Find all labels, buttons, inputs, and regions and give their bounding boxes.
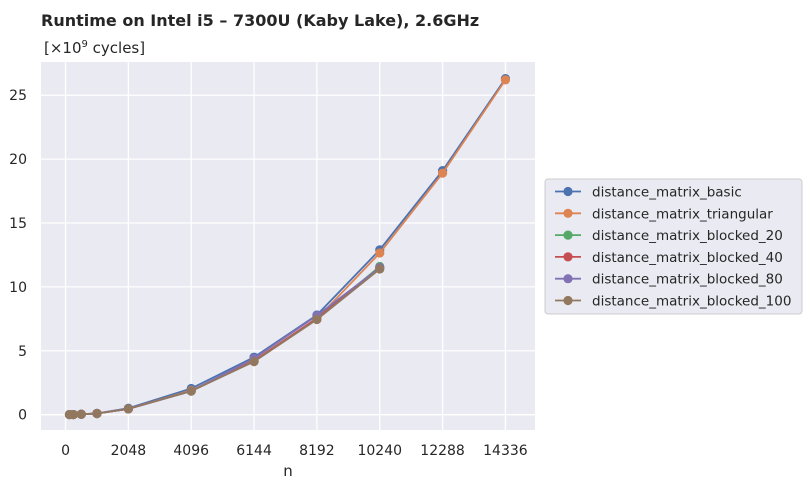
plot-area [41, 62, 535, 430]
data-point [186, 386, 196, 396]
data-point [312, 314, 322, 325]
data-point [375, 264, 385, 274]
subtitle-suffix: cycles] [88, 39, 145, 57]
y-tick-label: 5 [18, 344, 27, 360]
data-point [76, 409, 86, 419]
series-layer [64, 74, 511, 420]
y-tick-label: 20 [9, 152, 27, 168]
data-point [375, 248, 385, 258]
legend-label: distance_matrix_triangular [592, 206, 773, 222]
chart-subtitle: [×109 cycles] [44, 39, 145, 57]
data-point [123, 404, 133, 414]
data-point [249, 357, 259, 367]
y-axis-ticks: 0 5 10 15 20 25 [9, 88, 27, 423]
legend-marker [563, 230, 573, 240]
legend-entry: distance_matrix_blocked_40 [555, 250, 783, 266]
legend-marker [563, 295, 573, 306]
legend-entry: distance_matrix_blocked_80 [555, 272, 783, 288]
data-point [500, 75, 511, 85]
y-tick-label: 10 [9, 280, 27, 296]
chart-title: Runtime on Intel i5 – 7300U (Kaby Lake),… [41, 11, 479, 30]
subtitle-exponent: 9 [82, 39, 88, 50]
legend-entry: distance_matrix_basic [555, 185, 742, 201]
x-tick-label: 6144 [236, 443, 272, 459]
data-point [437, 168, 448, 178]
x-tick-label: 4096 [173, 443, 209, 459]
legend-label: distance_matrix_blocked_80 [592, 272, 783, 288]
x-tick-label: 10240 [357, 443, 402, 459]
subtitle-prefix: [×10 [44, 39, 82, 57]
legend-label: distance_matrix_blocked_40 [592, 250, 783, 266]
legend-label: distance_matrix_blocked_100 [592, 294, 791, 310]
x-tick-label: 0 [61, 443, 70, 459]
legend-entry: distance_matrix_triangular [555, 206, 773, 222]
grid [41, 62, 535, 430]
legend-box [544, 178, 803, 315]
legend-label: distance_matrix_blocked_20 [592, 228, 783, 244]
series-distance_matrix_blocked_100 [64, 264, 385, 420]
y-tick-label: 25 [9, 88, 27, 104]
legend: distance_matrix_basic distance_matrix_tri… [544, 178, 803, 315]
legend-marker [563, 186, 573, 197]
x-axis-ticks: 0 2048 4096 6144 8192 10240 12288 14336 [61, 443, 528, 459]
data-point [92, 408, 102, 419]
x-tick-label: 14336 [483, 443, 528, 459]
legend-entry: distance_matrix_blocked_20 [555, 228, 783, 244]
x-tick-label: 8192 [299, 443, 335, 459]
y-tick-label: 0 [18, 408, 27, 424]
legend-marker [563, 252, 573, 262]
legend-label: distance_matrix_basic [592, 185, 742, 201]
x-tick-label: 2048 [111, 443, 147, 459]
x-tick-label: 12288 [420, 443, 465, 459]
x-axis-label: n [283, 462, 293, 480]
legend-marker [563, 274, 573, 284]
legend-marker [563, 208, 573, 218]
legend-entry: distance_matrix_blocked_100 [555, 294, 791, 310]
y-tick-label: 15 [9, 216, 27, 232]
data-point [68, 409, 79, 420]
